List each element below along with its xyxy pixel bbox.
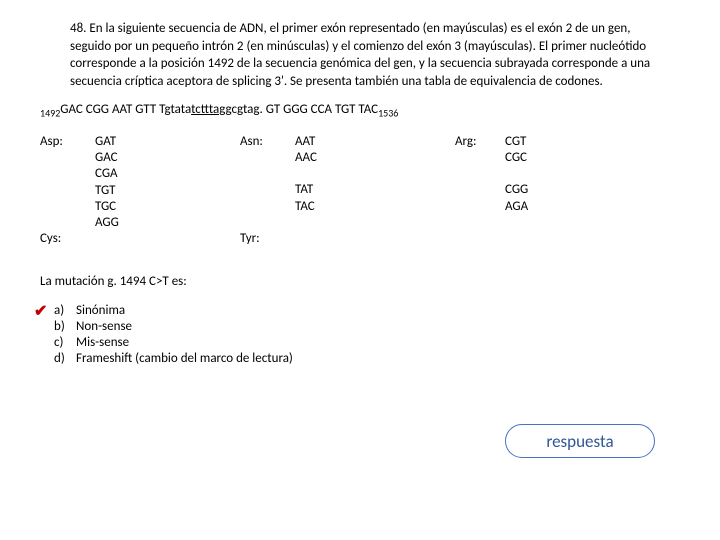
option-a[interactable]: a) Sinónima	[40, 303, 680, 318]
codon: GAC	[95, 150, 240, 166]
codon: AAT	[295, 134, 455, 150]
aa-tyr-label: Tyr:	[240, 183, 295, 246]
dna-sequence: 1492GAC CGG AAT GTT Tgtatatctttaggcgtag.…	[40, 102, 680, 120]
option-d[interactable]: d) Frameshift (cambio del marco de lectu…	[40, 351, 680, 366]
codon: CGT	[505, 134, 565, 150]
option-text: Mis-sense	[76, 335, 129, 350]
seq-start-pos: 1492	[40, 107, 60, 120]
respuesta-label: respuesta	[546, 431, 613, 452]
codon: CGA	[95, 166, 240, 182]
codon-row-2-labels: Cys: Tyr:	[40, 183, 680, 246]
option-text: Sinónima	[76, 303, 125, 318]
option-b[interactable]: b) Non-sense	[40, 319, 680, 334]
check-icon: ✔	[34, 301, 47, 321]
option-text: Frameshift (cambio del marco de lectura)	[76, 351, 293, 366]
option-letter: a)	[54, 303, 76, 318]
option-c[interactable]: c) Mis-sense	[40, 335, 680, 350]
option-letter: b)	[54, 319, 76, 334]
seq-underlined: tctttagg	[191, 102, 231, 117]
respuesta-button[interactable]: respuesta	[505, 424, 655, 458]
codon: CGC	[505, 150, 565, 166]
option-letter: c)	[54, 335, 76, 350]
codon: AAC	[295, 150, 455, 166]
aa-cys-label: Cys:	[40, 183, 95, 246]
question-text: 48. En la siguiente secuencia de ADN, el…	[70, 20, 670, 90]
options-list: ✔ a) Sinónima b) Non-sense c) Mis-sense …	[40, 303, 680, 366]
mutation-prompt: La mutación g. 1494 C>T es:	[40, 274, 680, 289]
option-letter: d)	[54, 351, 76, 366]
codon: GAT	[95, 134, 240, 150]
option-text: Non-sense	[76, 319, 132, 334]
seq-part2: cgtag. GT GGG CCA TGT TAC	[232, 102, 379, 117]
seq-part1: GAC CGG AAT GTT Tgtata	[60, 102, 191, 117]
seq-end-pos: 1536	[378, 107, 398, 120]
